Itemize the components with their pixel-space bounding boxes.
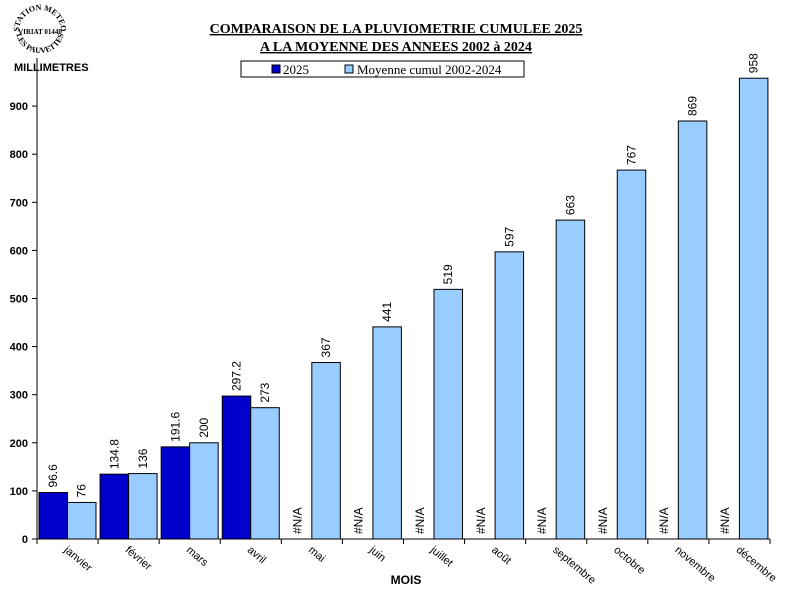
y-tick-label: 500	[10, 294, 28, 306]
data-label-2025-septembre: #N/A	[535, 507, 549, 534]
data-label-2025-décembre: #N/A	[718, 507, 732, 534]
bar-marks	[38, 77, 769, 540]
data-label-2025-octobre: #N/A	[596, 507, 610, 534]
data-label-moyenne-novembre: 869	[686, 96, 700, 116]
data-label-moyenne-janvier: 76	[75, 484, 89, 498]
data-label-2025-mars: 191.6	[168, 411, 182, 441]
data-label-2025-avril: 297.2	[230, 361, 244, 391]
data-label-2025-juillet: #N/A	[413, 507, 427, 534]
data-label-moyenne-décembre: 958	[747, 53, 761, 73]
y-tick-label: 400	[10, 342, 28, 354]
data-label-moyenne-septembre: 663	[563, 195, 577, 215]
data-label-moyenne-octobre: 767	[625, 145, 639, 165]
data-label-moyenne-juin: 441	[380, 302, 394, 322]
legend-swatch-2025	[271, 64, 281, 74]
data-label-2025-janvier: 96.6	[46, 464, 60, 488]
data-label-moyenne-février: 136	[136, 448, 150, 468]
data-labels: 96.6 134.8 191.6 297.2 #N/A #N/A #N/A #N/A #N/A #…	[46, 53, 760, 534]
bar-moyenne-janvier	[67, 501, 97, 540]
bar-moyenne-novembre	[677, 120, 708, 540]
bar-moyenne-février	[128, 473, 158, 540]
y-axis-ticks: 0 100 200 300 400 500 600 700 800 900	[10, 101, 37, 546]
bar-moyenne-août	[494, 251, 525, 540]
chart-subtitle: A LA MOYENNE DES ANNEES 2002 à 2024	[260, 40, 532, 55]
data-label-moyenne-mars: 200	[197, 417, 211, 437]
bar-moyenne-juillet	[433, 288, 463, 540]
y-tick-label: 800	[10, 149, 28, 161]
legend-swatch-moyenne	[344, 64, 354, 74]
legend-label-moyenne: Moyenne cumul 2002-2024	[357, 62, 502, 77]
y-tick-label: 700	[10, 197, 28, 209]
data-label-moyenne-août: 597	[502, 226, 516, 246]
bar-2025-mars	[160, 446, 191, 540]
y-axis-label: MILLIMETRES	[14, 62, 89, 74]
bar-moyenne-mai	[311, 361, 341, 540]
y-tick-label: 600	[10, 245, 28, 257]
bar-moyenne-décembre	[738, 77, 769, 540]
bar-2025-février	[99, 473, 130, 540]
data-label-2025-novembre: #N/A	[657, 507, 671, 534]
data-label-2025-juin: #N/A	[352, 507, 366, 534]
bar-moyenne-septembre	[555, 219, 586, 540]
y-tick-label: 100	[10, 486, 28, 498]
bar-moyenne-avril	[250, 407, 280, 540]
chart-title: COMPARAISON DE LA PLUVIOMETRIE CUMULEE 2…	[210, 22, 583, 37]
data-label-moyenne-avril: 273	[258, 382, 272, 402]
y-tick-label: 900	[10, 101, 28, 113]
y-tick-label: 300	[10, 390, 28, 402]
legend-label-2025: 2025	[283, 62, 309, 77]
data-label-2025-février: 134.8	[107, 439, 121, 469]
bar-moyenne-mars	[189, 442, 219, 540]
data-label-2025-août: #N/A	[474, 507, 488, 534]
bar-moyenne-juin	[372, 326, 402, 540]
y-tick-label: 0	[22, 534, 28, 546]
data-label-moyenne-mai: 367	[319, 337, 333, 357]
bar-2025-janvier	[38, 492, 68, 540]
stamp-middle-text: VIRIAT 01440	[18, 28, 62, 36]
bar-2025-avril	[221, 395, 252, 540]
data-label-moyenne-juillet: 519	[441, 264, 455, 284]
data-label-2025-mai: #N/A	[291, 507, 305, 534]
x-axis-ticks	[36, 539, 771, 544]
legend: 2025 Moyenne cumul 2002-2024	[240, 60, 525, 78]
bar-moyenne-octobre	[616, 169, 647, 540]
y-tick-label: 200	[10, 438, 28, 450]
x-axis-label: MOIS	[391, 573, 422, 587]
legend-box	[240, 60, 525, 78]
